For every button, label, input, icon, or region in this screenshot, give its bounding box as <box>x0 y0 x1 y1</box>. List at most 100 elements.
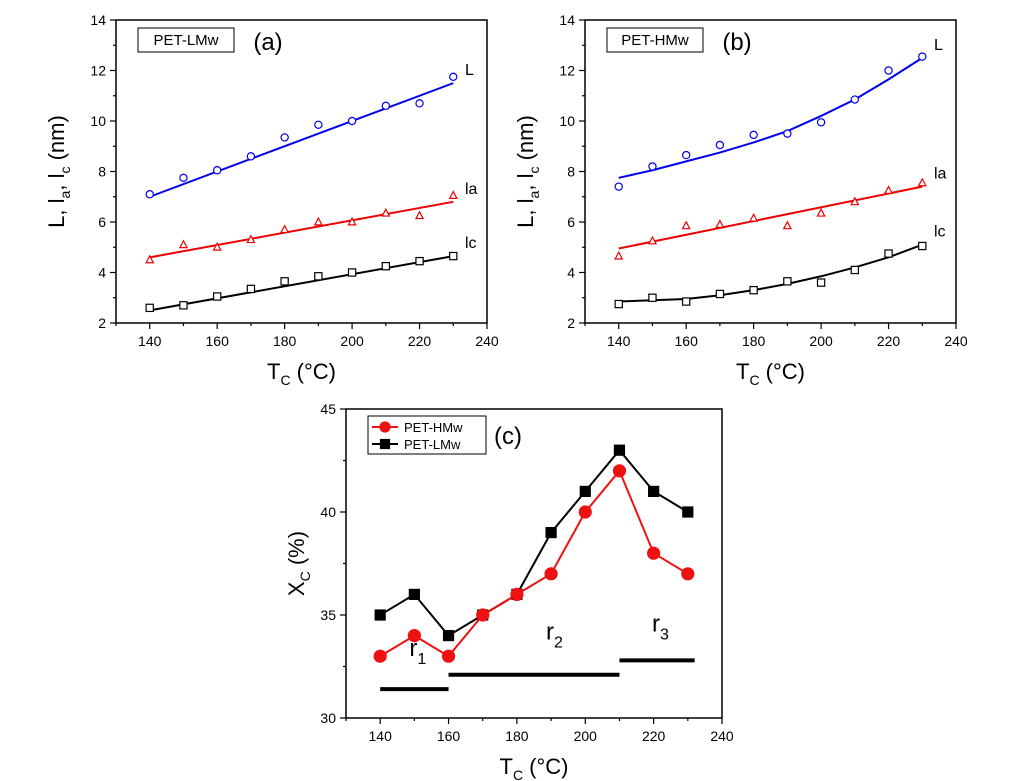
series-label: L <box>934 37 943 54</box>
data-point <box>783 277 792 286</box>
y-tick-label: 2 <box>567 315 575 331</box>
x-tick-label: 180 <box>273 333 297 349</box>
data-point <box>347 216 357 226</box>
data-point <box>884 66 893 75</box>
y-tick-label: 8 <box>98 164 106 180</box>
legend-entry: PET-LMw <box>404 437 461 452</box>
y-tick-label: 2 <box>98 315 106 331</box>
x-axis-label-unit: (°C) <box>291 359 336 384</box>
data-point <box>681 150 691 160</box>
data-point <box>448 190 458 199</box>
y-axis-label-main: X <box>284 581 309 596</box>
data-point <box>681 297 691 306</box>
data-point <box>212 292 222 301</box>
x-axis-label: TC (°C) <box>499 754 568 781</box>
series-la <box>145 190 458 264</box>
series-lc <box>614 241 927 309</box>
y-axis-label: XC (%) <box>284 531 313 596</box>
data-point <box>715 289 725 299</box>
y-axis-label-unit: (nm) <box>513 115 538 166</box>
data-point <box>884 249 893 258</box>
x-tick-label: 200 <box>340 333 364 349</box>
y-axis-label-sub: a <box>57 190 73 198</box>
data-point <box>415 99 424 108</box>
x-tick-label: 180 <box>505 728 529 744</box>
data-point <box>442 629 455 642</box>
region-label: r2 <box>546 619 563 652</box>
y-tick-label: 45 <box>320 401 336 417</box>
series-label: L <box>465 62 474 79</box>
data-point <box>510 587 524 602</box>
region-r2: r2 <box>448 619 620 677</box>
x-tick-label: 220 <box>877 333 901 349</box>
data-point <box>612 464 627 478</box>
y-tick-label: 4 <box>567 265 575 281</box>
y-tick-label: 14 <box>559 12 575 28</box>
data-point <box>373 649 387 663</box>
data-point <box>715 219 725 229</box>
y-tick-label: 10 <box>90 113 106 129</box>
fit-line <box>149 255 454 312</box>
data-point <box>212 242 222 251</box>
data-point <box>749 130 758 140</box>
y-axis-label-sub: a <box>526 190 542 198</box>
data-point <box>347 268 357 277</box>
sample-tag: PET-LMw <box>153 32 218 49</box>
y-axis-label-unit: (nm) <box>44 115 69 166</box>
data-point <box>917 177 927 187</box>
panel-label: (b) <box>722 29 751 56</box>
series-label: lc <box>934 224 946 241</box>
y-tick-label: 6 <box>567 214 575 230</box>
data-point <box>579 485 591 497</box>
data-point <box>816 118 826 127</box>
data-point <box>381 261 391 271</box>
x-tick-label: 160 <box>206 333 230 349</box>
data-point <box>647 235 658 245</box>
data-point <box>314 120 323 129</box>
data-point <box>280 277 289 286</box>
y-axis-label-part: , l <box>513 174 538 191</box>
region-label-main: r <box>409 635 417 662</box>
data-point <box>647 546 661 560</box>
panel-label: (c) <box>494 423 522 450</box>
data-point <box>415 256 424 266</box>
series-label: la <box>934 166 947 183</box>
data-point <box>614 250 624 260</box>
x-tick-label: 140 <box>138 333 162 349</box>
region-label-main: r <box>652 610 660 637</box>
series-PET-HMw <box>373 464 695 663</box>
series-label: lc <box>465 235 477 252</box>
data-point <box>145 254 155 264</box>
data-point <box>918 52 927 61</box>
x-tick-label: 240 <box>710 728 734 744</box>
data-point <box>178 239 189 249</box>
x-tick-label: 160 <box>675 333 699 349</box>
y-axis-label: L, la, lc (nm) <box>44 115 73 228</box>
data-point <box>179 301 188 310</box>
data-point <box>715 140 725 150</box>
sample-tag-box <box>606 27 704 53</box>
panel-b: 140 160 180 200 220 240 2 4 6 8 10 12 14 L, la, lc (n… <box>513 12 968 388</box>
sample-tag: PET-HMw <box>621 32 689 49</box>
data-point <box>379 421 391 433</box>
y-axis-label-sub: c <box>57 167 73 174</box>
x-tick-label: 140 <box>607 333 631 349</box>
series-lc <box>145 251 458 313</box>
x-axis-label-sub: C <box>513 767 523 781</box>
x-axis-label-main: T <box>499 754 512 779</box>
x-axis-label-unit: (°C) <box>760 359 805 384</box>
fit-line <box>618 57 923 179</box>
data-point <box>749 285 758 295</box>
fit-line <box>618 185 923 250</box>
data-point <box>381 207 391 217</box>
data-point <box>179 173 188 183</box>
data-point <box>749 212 759 222</box>
series-L <box>614 52 927 191</box>
x-axis-label: TC (°C) <box>736 359 805 388</box>
x-tick-label: 220 <box>642 728 666 744</box>
y-tick-label: 10 <box>559 113 575 129</box>
data-point <box>782 220 792 230</box>
data-point <box>918 241 927 251</box>
series-line <box>379 448 689 637</box>
x-tick-label: 180 <box>742 333 766 349</box>
